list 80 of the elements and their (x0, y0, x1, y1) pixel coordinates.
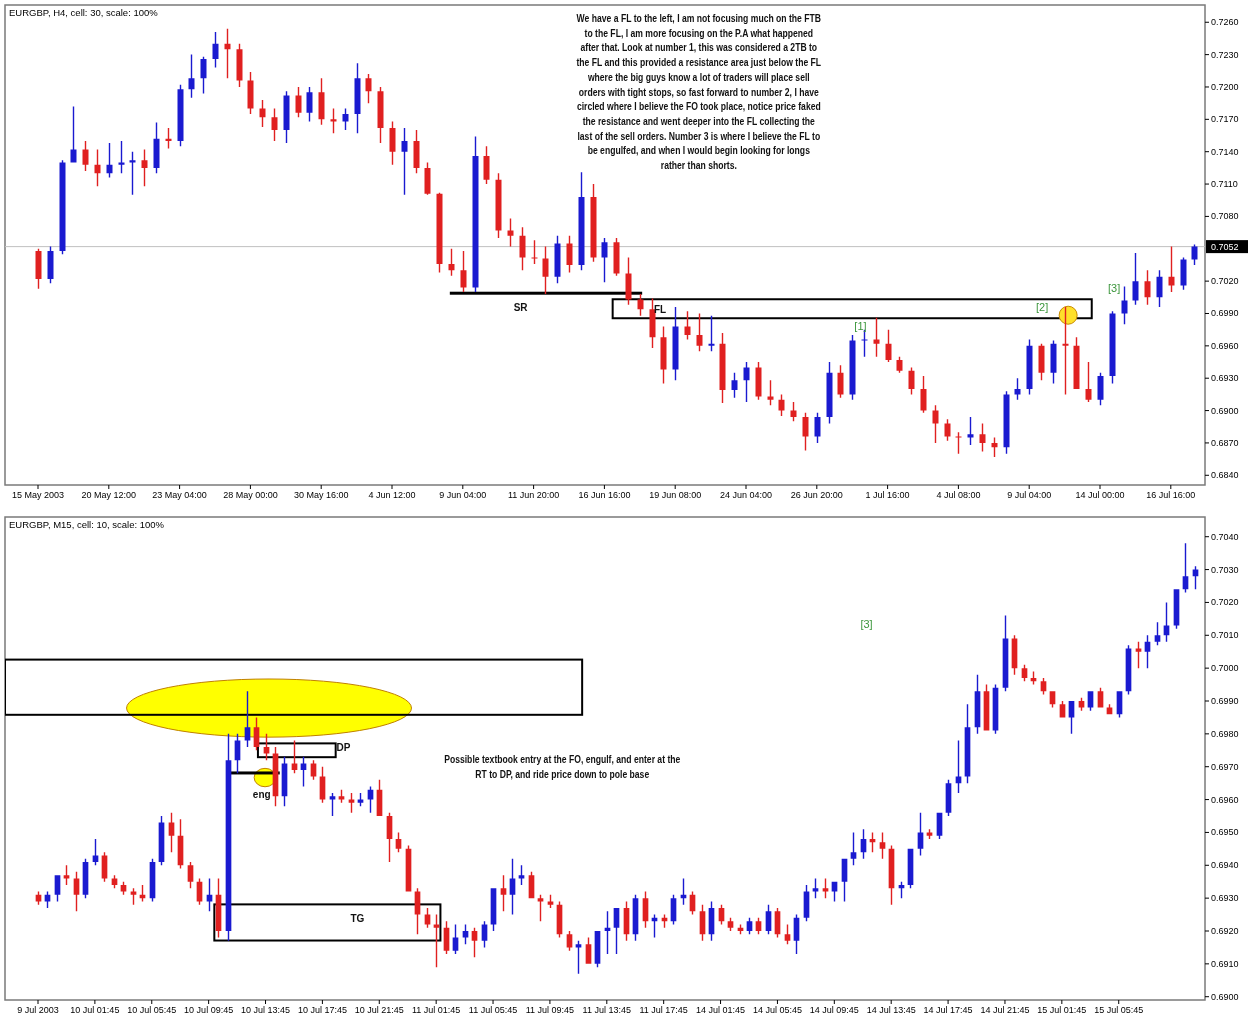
x-tick-label: 26 Jun 20:00 (790, 490, 843, 500)
x-tick-label: 10 Jul 05:45 (127, 1005, 177, 1015)
y-tick-label: 0.6940 (1211, 860, 1239, 871)
annotation: [1] (854, 320, 867, 333)
y-tick-label: 0.6840 (1211, 470, 1239, 481)
chart-title: EURGBP, M15, cell: 10, scale: 100% (9, 518, 165, 530)
y-tick-label: 0.7010 (1211, 630, 1239, 641)
annotation: TG (350, 913, 365, 925)
y-tick-label: 0.7170 (1211, 114, 1239, 125)
x-tick-label: 11 Jun 20:00 (507, 490, 560, 500)
x-tick-label: 11 Jul 13:45 (582, 1005, 631, 1015)
y-tick-label: 0.7200 (1211, 81, 1239, 92)
annotation: [2] (1036, 301, 1049, 314)
x-tick-label: 30 May 16:00 (293, 490, 349, 500)
y-tick-label: 0.7020 (1211, 597, 1239, 608)
x-tick-label: 14 Jul 21:45 (980, 1005, 1030, 1015)
annotation: [3] (860, 618, 873, 631)
x-tick-label: 28 May 00:00 (223, 490, 278, 500)
x-tick-label: 11 Jul 05:45 (468, 1005, 518, 1015)
text: We have a FL to the left, I am not focusing much on the FTB to the FL, I am more focusing on the P.A what happened after that. Look at number 1, this was considered a 2TB to the FL and this provided a resistance area just below the FL where the big guys know a lot of traders will place sell orders with tight stops, so fast forward to number 2, I have circled where I believe the FO took place, notice price faked the resistance and went deeper into the FL collecting the last of the sell orders. Number 3 is where I believe the FL to be engulfed, and when I would begin looking for longs rather than shorts. (576, 12, 822, 172)
y-tick-label: 0.7110 (1211, 179, 1238, 190)
x-tick-label: 9 Jul 2003 (17, 1005, 59, 1015)
annotation: Possible textbook entry at the FO, engulf, and enter at the RT to DP, and ride price down to pole base (444, 752, 681, 780)
y-tick-label: 0.6870 (1211, 437, 1239, 448)
y-tick-label: 0.6920 (1211, 926, 1239, 936)
y-tick-label: 0.7140 (1211, 146, 1239, 157)
x-tick-label: 16 Jul 16:00 (1146, 490, 1196, 500)
x-tick-label: 20 May 12:00 (81, 490, 137, 500)
x-tick-label: 23 May 04:00 (152, 490, 207, 500)
x-tick-label: 14 Jul 13:45 (866, 1005, 916, 1015)
x-tick-label: 10 Jul 21:45 (354, 1005, 404, 1015)
x-tick-label: 10 Jul 09:45 (184, 1005, 234, 1015)
x-tick-label: 9 Jul 04:00 (1007, 490, 1052, 500)
x-tick-label: 14 Jul 01:45 (696, 1005, 746, 1015)
ref-line-label: 0.7052 (1211, 241, 1239, 252)
y-tick-label: 0.6910 (1211, 958, 1239, 969)
y-tick-label: 0.7040 (1211, 531, 1239, 542)
annotation: [3] (1108, 282, 1121, 295)
x-tick-label: 11 Jul 17:45 (639, 1005, 688, 1015)
x-tick-label: 10 Jul 01:45 (70, 1005, 120, 1015)
x-tick-label: 14 Jul 05:45 (752, 1005, 802, 1015)
y-tick-label: 0.7000 (1211, 663, 1239, 674)
x-tick-label: 16 Jun 16:00 (578, 490, 631, 500)
y-tick-label: 0.7260 (1211, 17, 1239, 28)
y-tick-label: 0.6970 (1211, 761, 1239, 772)
y-tick-label: 0.6930 (1211, 373, 1239, 384)
x-tick-label: 14 Jul 00:00 (1075, 490, 1125, 500)
chart-title: EURGBP, H4, cell: 30, scale: 100% (9, 6, 159, 18)
x-tick-label: 15 Jul 05:45 (1094, 1005, 1144, 1015)
x-tick-label: 15 Jul 01:45 (1037, 1005, 1087, 1015)
y-tick-label: 0.7020 (1211, 276, 1239, 287)
x-tick-label: 11 Jul 09:45 (525, 1005, 575, 1015)
annotation: DP (336, 742, 351, 754)
annotation: FL (653, 303, 667, 315)
x-tick-label: 4 Jul 08:00 (936, 490, 981, 500)
x-tick-label: 15 May 2003 (11, 490, 65, 500)
x-tick-label: 14 Jul 09:45 (809, 1005, 859, 1015)
y-tick-label: 0.6960 (1211, 340, 1239, 351)
x-tick-label: 1 Jul 16:00 (865, 490, 910, 500)
y-tick-label: 0.6990 (1211, 308, 1239, 319)
y-tick-label: 0.7230 (1211, 49, 1239, 60)
y-tick-label: 0.6930 (1211, 893, 1239, 904)
y-tick-label: 0.6980 (1211, 728, 1239, 739)
annotation: eng (252, 789, 271, 801)
x-tick-label: 9 Jun 04:00 (439, 490, 487, 500)
x-tick-label: 10 Jul 17:45 (297, 1005, 347, 1015)
y-tick-label: 0.6900 (1211, 991, 1239, 1002)
y-tick-label: 0.6990 (1211, 696, 1239, 706)
y-tick-label: 0.7030 (1211, 564, 1239, 575)
x-tick-label: 10 Jul 13:45 (241, 1005, 291, 1015)
x-tick-label: 11 Jul 01:45 (411, 1005, 461, 1015)
annotation: SR (513, 301, 529, 313)
x-tick-label: 19 Jun 08:00 (649, 490, 702, 500)
x-tick-label: 4 Jun 12:00 (368, 490, 416, 500)
x-tick-label: 24 Jun 04:00 (719, 490, 773, 500)
x-tick-label: 14 Jul 17:45 (923, 1005, 973, 1015)
y-tick-label: 0.6960 (1211, 794, 1239, 805)
y-tick-label: 0.6950 (1211, 827, 1239, 838)
y-tick-label: 0.7080 (1211, 211, 1239, 222)
y-tick-label: 0.6900 (1211, 405, 1239, 416)
